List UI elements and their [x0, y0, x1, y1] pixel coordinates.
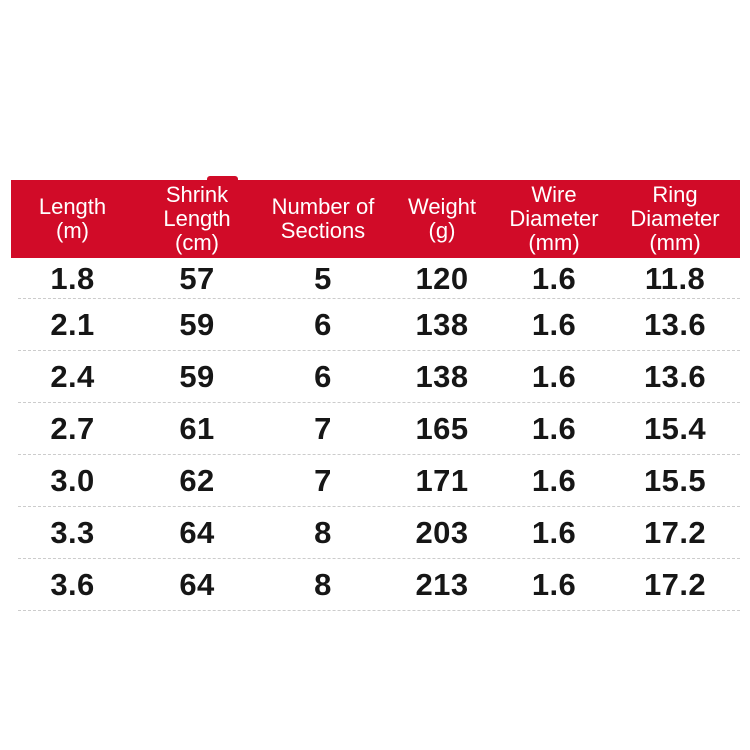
table-header-row: Length (m) Shrink Length (cm) Number of … — [11, 176, 740, 258]
table-cell: 138 — [415, 359, 469, 394]
column-header-shrink-length: Shrink Length (cm) — [163, 182, 231, 255]
table-cell: 165 — [415, 411, 469, 446]
table-cell: 138 — [415, 307, 469, 342]
column-header-ring-diameter: Ring Diameter (mm) — [630, 182, 720, 255]
table-cell: 59 — [179, 359, 215, 394]
table-row: 3.0 62 7 171 1.6 15.5 — [11, 455, 740, 507]
table-cell: 11.8 — [644, 260, 706, 296]
table-cell: 7 — [314, 463, 332, 498]
table-cell: 213 — [415, 567, 469, 602]
table-cell: 15.4 — [644, 411, 706, 446]
table-cell: 2.1 — [50, 307, 95, 342]
table-cell: 17.2 — [644, 515, 706, 550]
table-cell: 3.0 — [50, 463, 95, 498]
column-header-length: Length (m) — [38, 194, 107, 243]
table-cell: 13.6 — [644, 359, 706, 394]
table-row: 2.7 61 7 165 1.6 15.4 — [11, 403, 740, 455]
table-cell: 1.6 — [531, 463, 577, 498]
table-cell: 3.3 — [50, 515, 95, 550]
table-cell: 62 — [179, 463, 215, 498]
column-header-weight: Weight (g) — [407, 194, 477, 243]
table-cell: 59 — [179, 307, 215, 342]
table-cell: 64 — [179, 567, 215, 602]
table-cell: 61 — [179, 411, 215, 446]
table-cell: 8 — [314, 567, 332, 602]
column-header-wire-diameter: Wire Diameter (mm) — [509, 182, 599, 255]
column-header-sections: Number of Sections — [271, 194, 375, 243]
table-cell: 1.6 — [531, 515, 577, 550]
table-cell: 5 — [314, 260, 332, 296]
table-cell: 13.6 — [644, 307, 706, 342]
table-row: 1.8 57 5 120 1.6 11.8 — [11, 258, 740, 299]
table-cell: 2.4 — [50, 359, 95, 394]
header-top-edge-artifact — [207, 176, 238, 182]
table-row: 2.1 59 6 138 1.6 13.6 — [11, 299, 740, 351]
table-cell: 8 — [314, 515, 332, 550]
table-cell: 171 — [415, 463, 469, 498]
table-cell: 6 — [314, 307, 332, 342]
table-cell: 3.6 — [50, 567, 95, 602]
table-cell: 64 — [179, 515, 215, 550]
table-cell: 2.7 — [50, 411, 95, 446]
table-cell: 57 — [179, 260, 215, 296]
table-cell: 1.8 — [50, 260, 95, 296]
table-row: 3.3 64 8 203 1.6 17.2 — [11, 507, 740, 559]
table-cell: 203 — [415, 515, 469, 550]
table-cell: 1.6 — [531, 411, 577, 446]
table-cell: 1.6 — [531, 359, 577, 394]
table-row: 2.4 59 6 138 1.6 13.6 — [11, 351, 740, 403]
table-cell: 6 — [314, 359, 332, 394]
table-cell: 1.6 — [531, 567, 577, 602]
table-cell: 7 — [314, 411, 332, 446]
table-cell: 15.5 — [644, 463, 706, 498]
table-cell: 120 — [415, 260, 469, 296]
spec-table: Length (m) Shrink Length (cm) Number of … — [11, 176, 740, 611]
table-cell: 1.6 — [531, 307, 577, 342]
table-row: 3.6 64 8 213 1.6 17.2 — [11, 559, 740, 611]
table-cell: 17.2 — [644, 567, 706, 602]
table-cell: 1.6 — [531, 260, 577, 296]
